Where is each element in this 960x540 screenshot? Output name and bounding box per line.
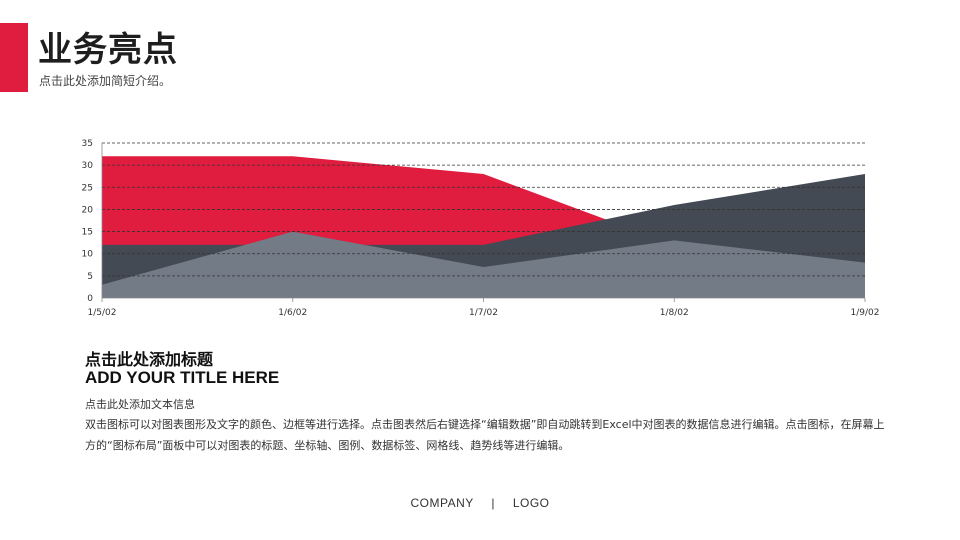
y-tick-label: 15 [82, 228, 93, 238]
x-tick-label: 1/6/02 [278, 308, 307, 318]
y-tick-label: 0 [87, 294, 93, 304]
area-series-3[interactable] [102, 231, 865, 298]
y-tick-label: 10 [82, 250, 94, 260]
footer-separator: | [491, 496, 495, 510]
footer: COMPANY | LOGO [0, 496, 960, 510]
x-tick-label: 1/7/02 [469, 308, 498, 318]
x-tick-label: 1/5/02 [88, 308, 117, 318]
y-tick-label: 20 [82, 205, 94, 215]
x-tick-label: 1/8/02 [660, 308, 689, 318]
area-chart[interactable]: 0 5 10 15 20 25 30 35 1/5/02 1/6/02 1/7/02 1/8/02 1/… [0, 0, 960, 330]
y-tick-label: 5 [87, 272, 93, 282]
body-heading: 点击此处添加文本信息 [85, 398, 195, 411]
body-text: 双击图标可以对图表图形及文字的颜色、边框等进行选择。点击图表然后右键选择“编辑数… [85, 418, 885, 452]
y-tick-label: 25 [82, 183, 93, 193]
page-title: 业务亮点 [38, 30, 178, 70]
y-tick-label: 35 [82, 139, 93, 149]
section-title-en: ADD YOUR TITLE HERE [85, 368, 280, 387]
x-tick-label: 1/9/02 [851, 308, 880, 318]
section-title-cn: 点击此处添加标题 [85, 350, 214, 369]
y-tick-label: 30 [82, 161, 94, 171]
footer-company: COMPANY [410, 496, 474, 510]
page-subtitle: 点击此处添加简短介绍。 [39, 74, 172, 88]
footer-logo: LOGO [512, 496, 550, 510]
accent-bar [0, 23, 28, 92]
